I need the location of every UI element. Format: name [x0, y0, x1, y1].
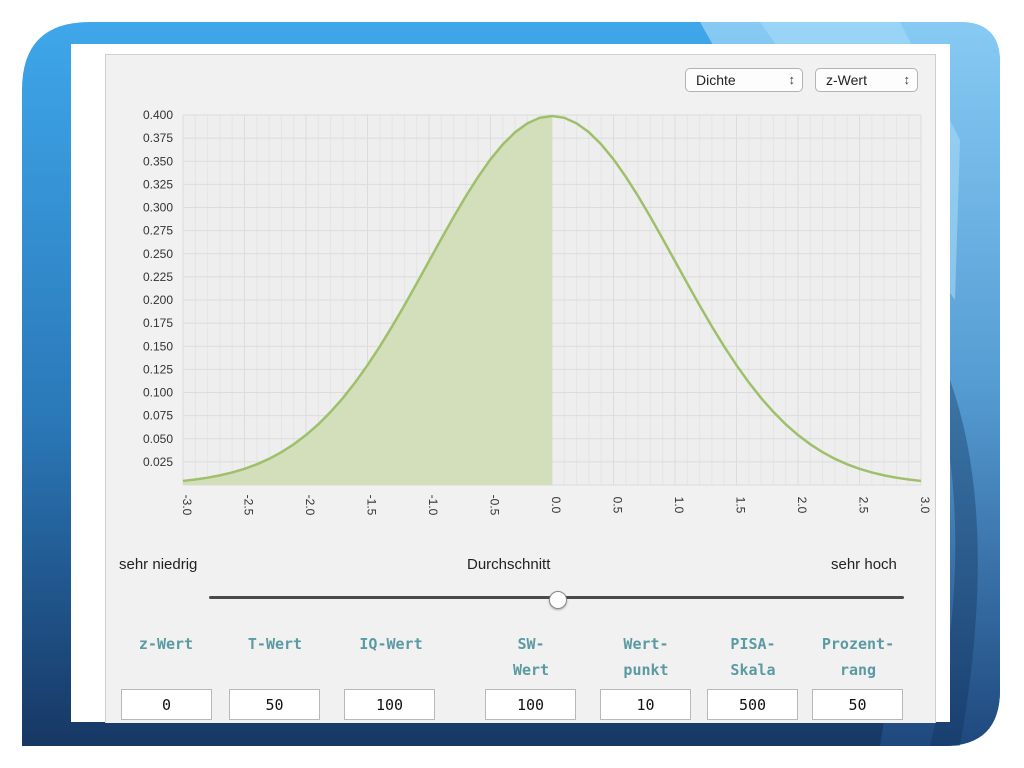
x-tick-label: 2.5 — [857, 497, 871, 514]
x-tick-label: -2.5 — [242, 495, 256, 516]
scale-type-select[interactable]: z-Wert ↕ — [815, 68, 918, 92]
column-header-pisa-skala: PISA- Skala — [698, 631, 808, 683]
column-header-wertpunkt: Wert- punkt — [591, 631, 701, 683]
column-header-line: rang — [839, 661, 877, 679]
app-window: Dichte ↕ z-Wert ↕ 0.025 0.050 0.075 0.100 0.… — [71, 44, 950, 723]
x-tick-label: -1.0 — [426, 495, 440, 516]
pisa-skala-input[interactable] — [707, 689, 798, 720]
y-tick-label: 0.200 — [143, 293, 173, 307]
density-curve — [182, 114, 922, 483]
y-tick-label: 0.150 — [143, 339, 173, 353]
y-tick-label: 0.050 — [143, 432, 173, 446]
updown-chevron-icon: ↕ — [903, 72, 911, 87]
y-tick-label: 0.375 — [143, 131, 173, 145]
iq-wert-input[interactable] — [344, 689, 435, 720]
y-tick-label: 0.350 — [143, 154, 173, 168]
display-mode-value: Dichte — [696, 72, 736, 88]
scale-label-mid: Durchschnitt — [467, 556, 551, 573]
column-header-line: Prozent- — [821, 635, 895, 653]
column-header-line: punkt — [623, 661, 669, 679]
value-slider-thumb[interactable] — [548, 591, 567, 609]
column-header-line: Wert — [512, 661, 550, 679]
scale-type-value: z-Wert — [826, 72, 867, 88]
column-header-line: SW- — [517, 635, 545, 653]
y-tick-label: 0.275 — [143, 224, 173, 238]
prozentrang-input[interactable] — [812, 689, 903, 720]
y-tick-label: 0.100 — [143, 386, 173, 400]
x-tick-label: 1.5 — [734, 497, 748, 514]
column-header-iq-wert: IQ-Wert — [336, 631, 446, 657]
y-tick-label: 0.250 — [143, 247, 173, 261]
x-tick-label: -0.5 — [488, 495, 502, 516]
column-header-t-wert: T-Wert — [220, 631, 330, 657]
x-tick-label: -1.5 — [365, 495, 379, 516]
x-tick-label: 0.5 — [611, 497, 625, 514]
display-mode-select[interactable]: Dichte ↕ — [685, 68, 803, 92]
scale-label-low: sehr niedrig — [119, 556, 198, 573]
x-tick-label: 3.0 — [918, 497, 932, 514]
column-header-prozentrang: Prozent- rang — [803, 631, 913, 683]
y-tick-label: 0.225 — [143, 270, 173, 284]
x-tick-label: 1.0 — [672, 497, 686, 514]
column-header-line: IQ-Wert — [359, 635, 423, 653]
x-tick-label: -2.0 — [303, 495, 317, 516]
y-tick-label: 0.300 — [143, 201, 173, 215]
y-tick-label: 0.125 — [143, 362, 173, 376]
y-tick-label: 0.175 — [143, 316, 173, 330]
column-header-line: T-Wert — [247, 635, 303, 653]
z-wert-input[interactable] — [121, 689, 212, 720]
column-header-line: PISA- — [730, 635, 776, 653]
y-tick-label: 0.325 — [143, 177, 173, 191]
scale-label-high: sehr hoch — [831, 556, 897, 573]
column-header-line: Skala — [730, 661, 776, 679]
y-tick-label: 0.400 — [143, 108, 173, 122]
column-header-sw-wert: SW- Wert — [476, 631, 586, 683]
x-tick-label: 0.0 — [549, 497, 563, 514]
updown-chevron-icon: ↕ — [788, 72, 796, 87]
column-header-z-wert: z-Wert — [111, 631, 221, 657]
y-tick-label: 0.025 — [143, 455, 173, 469]
column-header-line: Wert- — [623, 635, 669, 653]
sw-wert-input[interactable] — [485, 689, 576, 720]
x-tick-label: 2.0 — [795, 497, 809, 514]
x-tick-label: -3.0 — [180, 495, 194, 516]
t-wert-input[interactable] — [229, 689, 320, 720]
density-chart: 0.025 0.050 0.075 0.100 0.125 0.150 0.175 0.200… — [143, 108, 932, 516]
y-tick-label: 0.075 — [143, 409, 173, 423]
column-header-line: z-Wert — [138, 635, 194, 653]
wertpunkt-input[interactable] — [600, 689, 691, 720]
calculator-panel: Dichte ↕ z-Wert ↕ 0.025 0.050 0.075 0.100 0.… — [105, 54, 936, 723]
